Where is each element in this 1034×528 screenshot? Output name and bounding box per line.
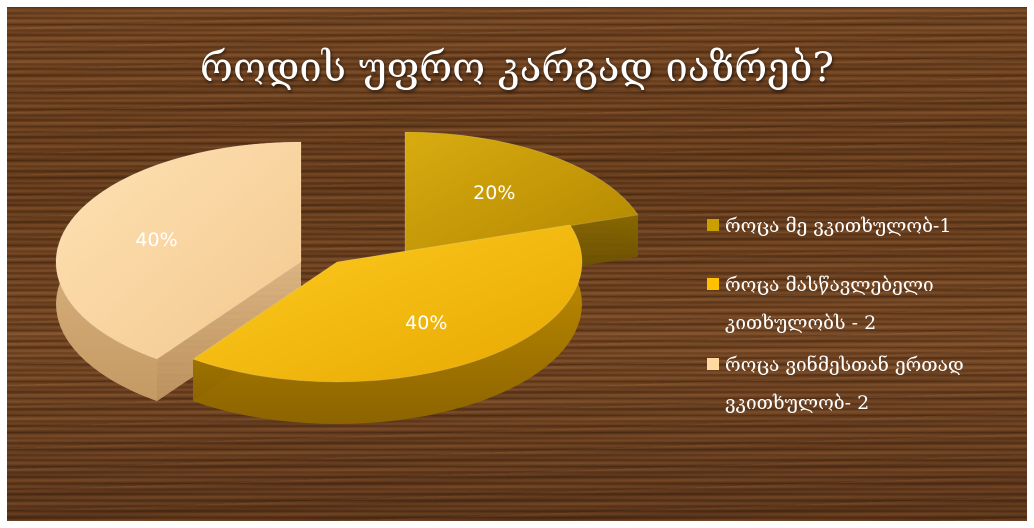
legend-item: როცა ვინმესთან ერთად ვკითხულობ- 2 xyxy=(707,346,1027,422)
data-label: 20% xyxy=(473,182,515,204)
chart-legend: როცა მე ვკითხულობ-1 როცა მასწავლებელი კი… xyxy=(707,207,1027,422)
slide-background: როდის უფრო კარგად იაზრებ? 20% 40% 40% xyxy=(7,7,1027,521)
legend-item: როცა მასწავლებელი კითხულობს - 2 xyxy=(707,266,1027,342)
legend-label: როცა მასწავლებელი კითხულობს - 2 xyxy=(725,274,934,334)
legend-label: როცა მე ვკითხულობ-1 xyxy=(725,215,952,237)
pie-slice xyxy=(191,224,583,424)
legend-swatch xyxy=(707,358,719,370)
legend-swatch xyxy=(707,278,719,290)
legend-label: როცა ვინმესთან ერთად ვკითხულობ- 2 xyxy=(725,354,964,414)
pie-chart: 20% 40% 40% xyxy=(55,131,639,424)
data-label: 40% xyxy=(405,312,447,334)
data-label: 40% xyxy=(135,229,177,251)
legend-item: როცა მე ვკითხულობ-1 xyxy=(707,207,1027,245)
chart-title: როდის უფრო კარგად იაზრებ? xyxy=(200,45,834,91)
legend-swatch xyxy=(707,219,719,231)
